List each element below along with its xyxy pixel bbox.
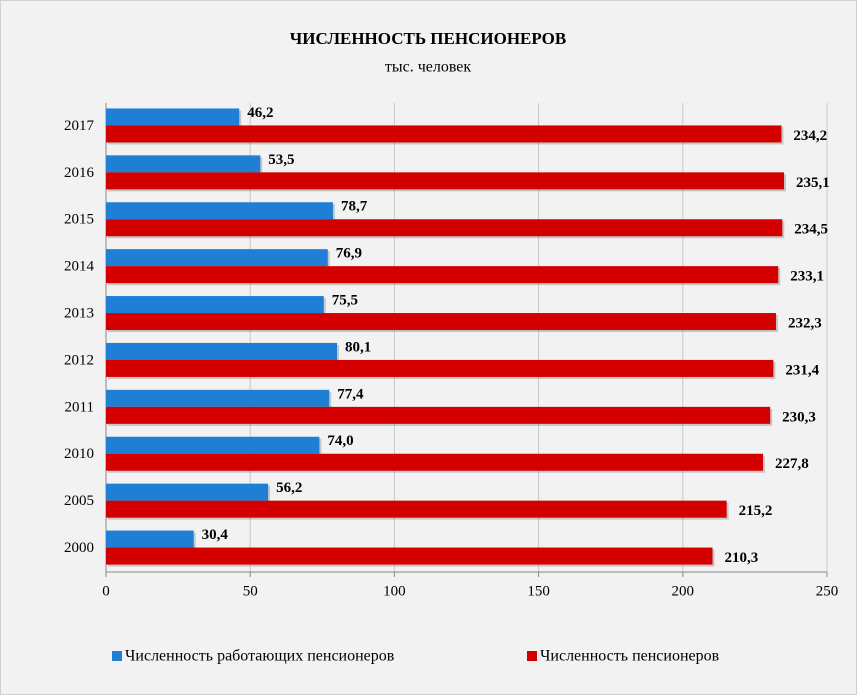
bar <box>106 219 783 237</box>
bar <box>106 359 774 377</box>
y-tick-label: 2015 <box>64 212 94 228</box>
y-tick-label: 2000 <box>64 540 94 556</box>
value-label: 231,4 <box>785 362 819 378</box>
value-label: 46,2 <box>247 105 273 121</box>
x-tick-label: 100 <box>383 583 406 599</box>
value-label: 234,2 <box>793 128 827 144</box>
y-tick-label: 2011 <box>65 399 94 415</box>
y-tick-label: 2014 <box>64 259 95 275</box>
bar <box>106 266 779 284</box>
value-label: 227,8 <box>775 456 809 472</box>
value-label: 233,1 <box>790 269 824 285</box>
bar <box>106 172 785 190</box>
bar <box>106 530 194 548</box>
bar <box>106 436 320 454</box>
bar <box>106 453 763 471</box>
bar <box>106 406 771 424</box>
chart-subtitle: тыс. человек <box>385 59 472 76</box>
bar <box>106 155 261 173</box>
legend-label: Численность работающих пенсионеров <box>125 648 395 665</box>
bar <box>106 389 330 407</box>
value-label: 56,2 <box>276 480 302 496</box>
legend-label: Численность пенсионеров <box>540 648 720 665</box>
value-label: 30,4 <box>202 527 229 543</box>
y-tick-label: 2010 <box>64 446 94 462</box>
x-tick-label: 0 <box>102 583 110 599</box>
bar <box>106 249 328 267</box>
x-tick-label: 150 <box>527 583 550 599</box>
value-label: 215,2 <box>739 503 773 519</box>
bar <box>106 500 727 518</box>
value-label: 53,5 <box>268 152 294 168</box>
bar <box>106 125 782 143</box>
value-label: 74,0 <box>327 433 353 449</box>
x-tick-label: 50 <box>243 583 258 599</box>
bar <box>106 342 338 360</box>
value-label: 76,9 <box>336 246 362 262</box>
value-label: 232,3 <box>788 315 822 331</box>
x-tick-label: 250 <box>816 583 839 599</box>
y-tick-label: 2013 <box>64 305 94 321</box>
value-label: 210,3 <box>725 550 759 566</box>
y-tick-label: 2012 <box>64 352 94 368</box>
value-label: 235,1 <box>796 175 830 191</box>
y-tick-label: 2016 <box>64 165 95 181</box>
x-tick-label: 200 <box>672 583 695 599</box>
value-label: 78,7 <box>341 199 368 215</box>
value-label: 77,4 <box>337 386 364 402</box>
chart-title: ЧИСЛЕННОСТЬ ПЕНСИОНЕРОВ <box>290 29 566 48</box>
value-label: 75,5 <box>332 292 358 308</box>
bar <box>106 547 713 565</box>
value-label: 230,3 <box>782 409 816 425</box>
y-tick-label: 2017 <box>64 118 95 134</box>
legend-swatch <box>527 651 537 661</box>
y-tick-label: 2005 <box>64 493 94 509</box>
value-label: 80,1 <box>345 339 371 355</box>
bar <box>106 202 333 220</box>
legend-swatch <box>112 651 122 661</box>
bar <box>106 108 240 126</box>
bar <box>106 483 269 501</box>
bar <box>106 296 324 314</box>
bar <box>106 313 776 331</box>
value-label: 234,5 <box>794 222 828 238</box>
